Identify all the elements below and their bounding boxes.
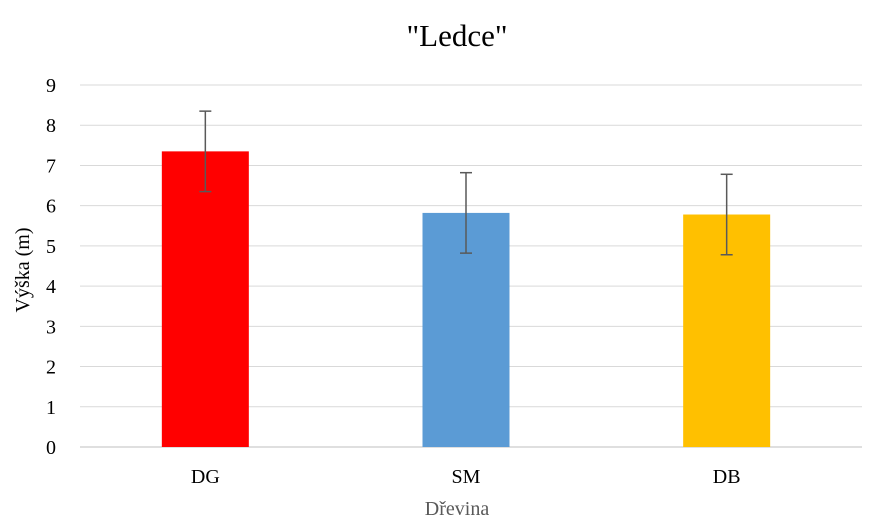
x-tick-label: DB — [713, 466, 741, 488]
y-tick-label: 9 — [46, 75, 56, 97]
y-tick-label: 4 — [46, 276, 56, 298]
x-axis-title: Dřevina — [425, 498, 490, 520]
y-tick-label: 3 — [46, 316, 56, 338]
chart-title: "Ledce" — [406, 18, 507, 53]
y-tick-label: 2 — [46, 357, 56, 379]
error-bars — [199, 110, 733, 256]
y-tick-label: 1 — [46, 397, 56, 419]
y-tick-label: 0 — [46, 437, 56, 459]
y-axis-ticks: 0 1 2 3 4 5 6 7 8 9 — [46, 75, 56, 459]
y-axis-title: Výška (m) — [12, 228, 34, 313]
y-tick-label: 5 — [46, 236, 56, 258]
y-tick-label: 7 — [46, 155, 56, 177]
error-bar-sm — [460, 171, 472, 254]
x-tick-label: SM — [452, 466, 481, 488]
error-bar-dg — [199, 110, 212, 193]
y-tick-label: 8 — [46, 115, 56, 137]
bars — [161, 151, 771, 447]
y-tick-label: 6 — [46, 196, 56, 218]
x-tick-label: DG — [191, 466, 220, 488]
x-axis-ticks: DG SM DB — [191, 466, 741, 488]
bar-dg — [161, 151, 249, 447]
error-bar-db — [720, 173, 733, 256]
